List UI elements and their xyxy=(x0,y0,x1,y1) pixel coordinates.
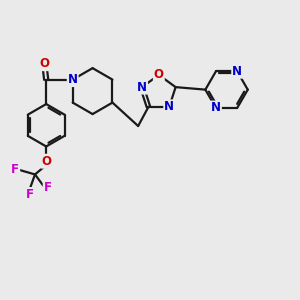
Text: O: O xyxy=(154,68,164,81)
Text: O: O xyxy=(41,155,51,168)
Text: F: F xyxy=(44,182,52,194)
Text: N: N xyxy=(164,100,174,113)
Text: N: N xyxy=(232,65,242,78)
Text: N: N xyxy=(211,101,221,115)
Text: F: F xyxy=(11,163,19,176)
Text: N: N xyxy=(68,73,78,86)
Text: O: O xyxy=(40,57,50,70)
Text: N: N xyxy=(137,81,147,94)
Text: F: F xyxy=(26,188,34,201)
